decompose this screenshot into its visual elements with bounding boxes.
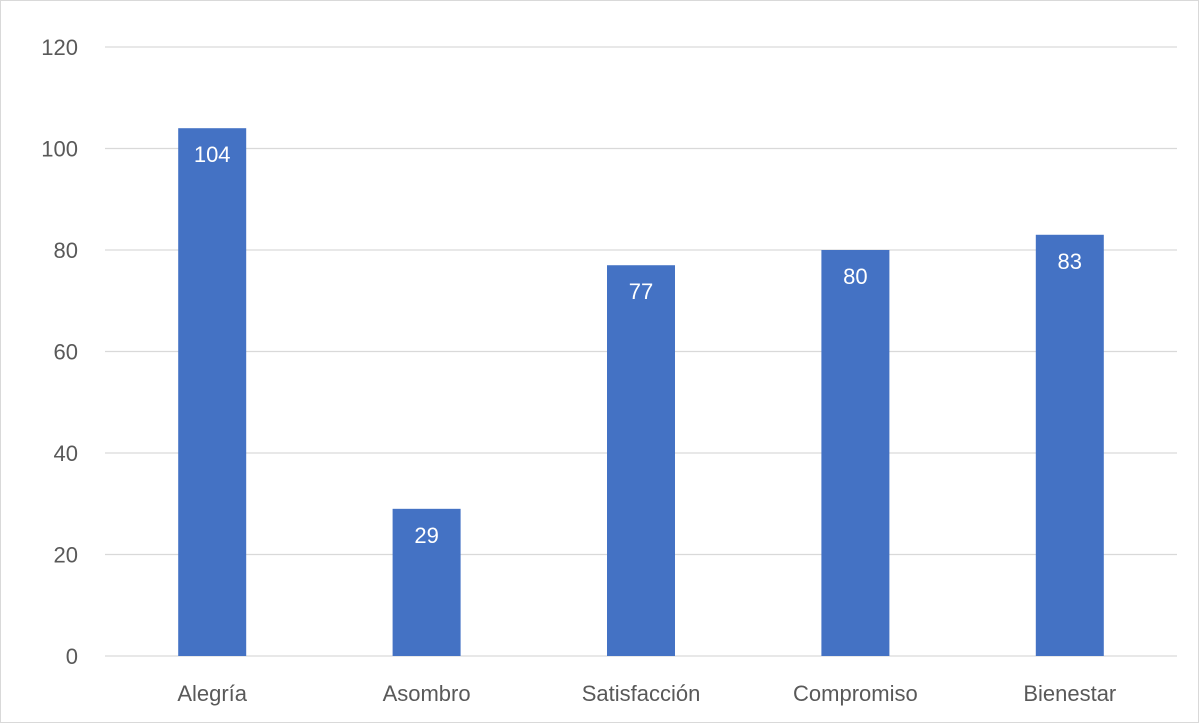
x-category-label: Compromiso (793, 681, 918, 706)
bar (178, 128, 247, 656)
y-tick-label: 120 (41, 35, 78, 60)
data-label: 80 (843, 264, 867, 289)
x-axis-category-labels: Alegría Asombro Satisfacción Compromiso Bien… (177, 681, 1116, 706)
data-label: 104 (194, 142, 231, 167)
data-label: 29 (414, 523, 438, 548)
data-label: 77 (629, 279, 653, 304)
x-category-label: Asombro (383, 681, 471, 706)
y-tick-label: 100 (41, 137, 78, 162)
y-tick-label: 0 (66, 644, 78, 669)
bar (607, 265, 675, 656)
y-tick-label: 60 (54, 340, 78, 365)
x-category-label: Satisfacción (582, 681, 701, 706)
data-labels: 104 29 77 80 83 (194, 142, 1082, 548)
y-axis-tick-labels: 0 20 40 60 80 100 120 (41, 35, 78, 669)
x-category-label: Alegría (177, 681, 247, 706)
bars (178, 128, 1104, 656)
bar (821, 250, 890, 656)
data-label: 83 (1058, 249, 1082, 274)
y-tick-label: 80 (54, 238, 78, 263)
y-tick-label: 20 (54, 543, 78, 568)
bar (392, 508, 461, 656)
x-category-label: Bienestar (1023, 681, 1116, 706)
bar (1035, 234, 1104, 656)
y-tick-label: 40 (54, 441, 78, 466)
